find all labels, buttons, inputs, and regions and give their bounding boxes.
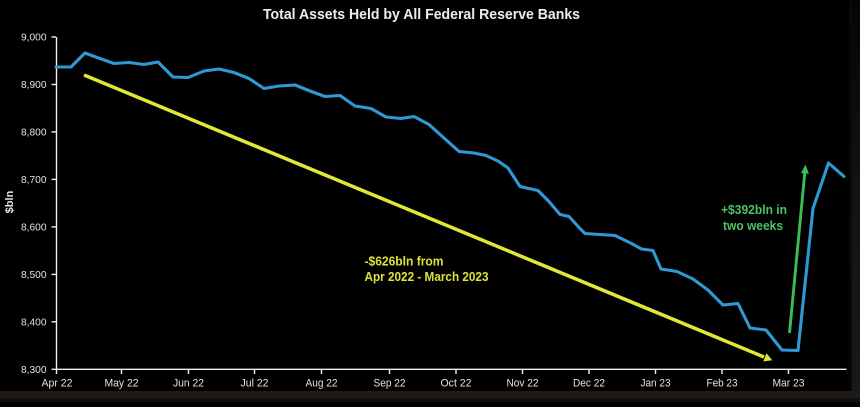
svg-text:Mar 23: Mar 23 <box>773 378 805 390</box>
svg-text:Jan 23: Jan 23 <box>641 378 671 390</box>
svg-text:Aug 22: Aug 22 <box>306 378 338 390</box>
svg-text:8,500: 8,500 <box>21 269 47 281</box>
svg-text:Apr 22: Apr 22 <box>42 378 73 390</box>
svg-text:-$626bln from: -$626bln from <box>365 254 444 269</box>
svg-text:Nov 22: Nov 22 <box>507 378 539 390</box>
svg-text:9,000: 9,000 <box>21 32 47 44</box>
svg-text:8,800: 8,800 <box>21 126 47 138</box>
svg-text:8,700: 8,700 <box>21 174 47 186</box>
svg-text:Oct 22: Oct 22 <box>441 378 472 390</box>
svg-text:Feb 23: Feb 23 <box>707 378 738 390</box>
svg-text:Total Assets Held by All Feder: Total Assets Held by All Federal Reserve… <box>263 6 580 23</box>
svg-text:Jun 22: Jun 22 <box>173 378 204 390</box>
svg-text:Sep 22: Sep 22 <box>374 378 406 390</box>
svg-text:8,300: 8,300 <box>21 364 47 376</box>
svg-text:May 22: May 22 <box>105 378 139 390</box>
svg-text:Apr 2022 - March 2023: Apr 2022 - March 2023 <box>365 269 489 284</box>
svg-text:+$392bln in: +$392bln in <box>721 202 787 217</box>
svg-text:Dec 22: Dec 22 <box>573 378 605 390</box>
svg-text:8,400: 8,400 <box>21 316 47 328</box>
svg-text:Jul 22: Jul 22 <box>241 378 269 390</box>
svg-text:8,900: 8,900 <box>21 79 47 91</box>
svg-text:$bln: $bln <box>4 190 16 213</box>
svg-text:two weeks: two weeks <box>723 218 783 233</box>
svg-text:8,600: 8,600 <box>21 221 47 233</box>
